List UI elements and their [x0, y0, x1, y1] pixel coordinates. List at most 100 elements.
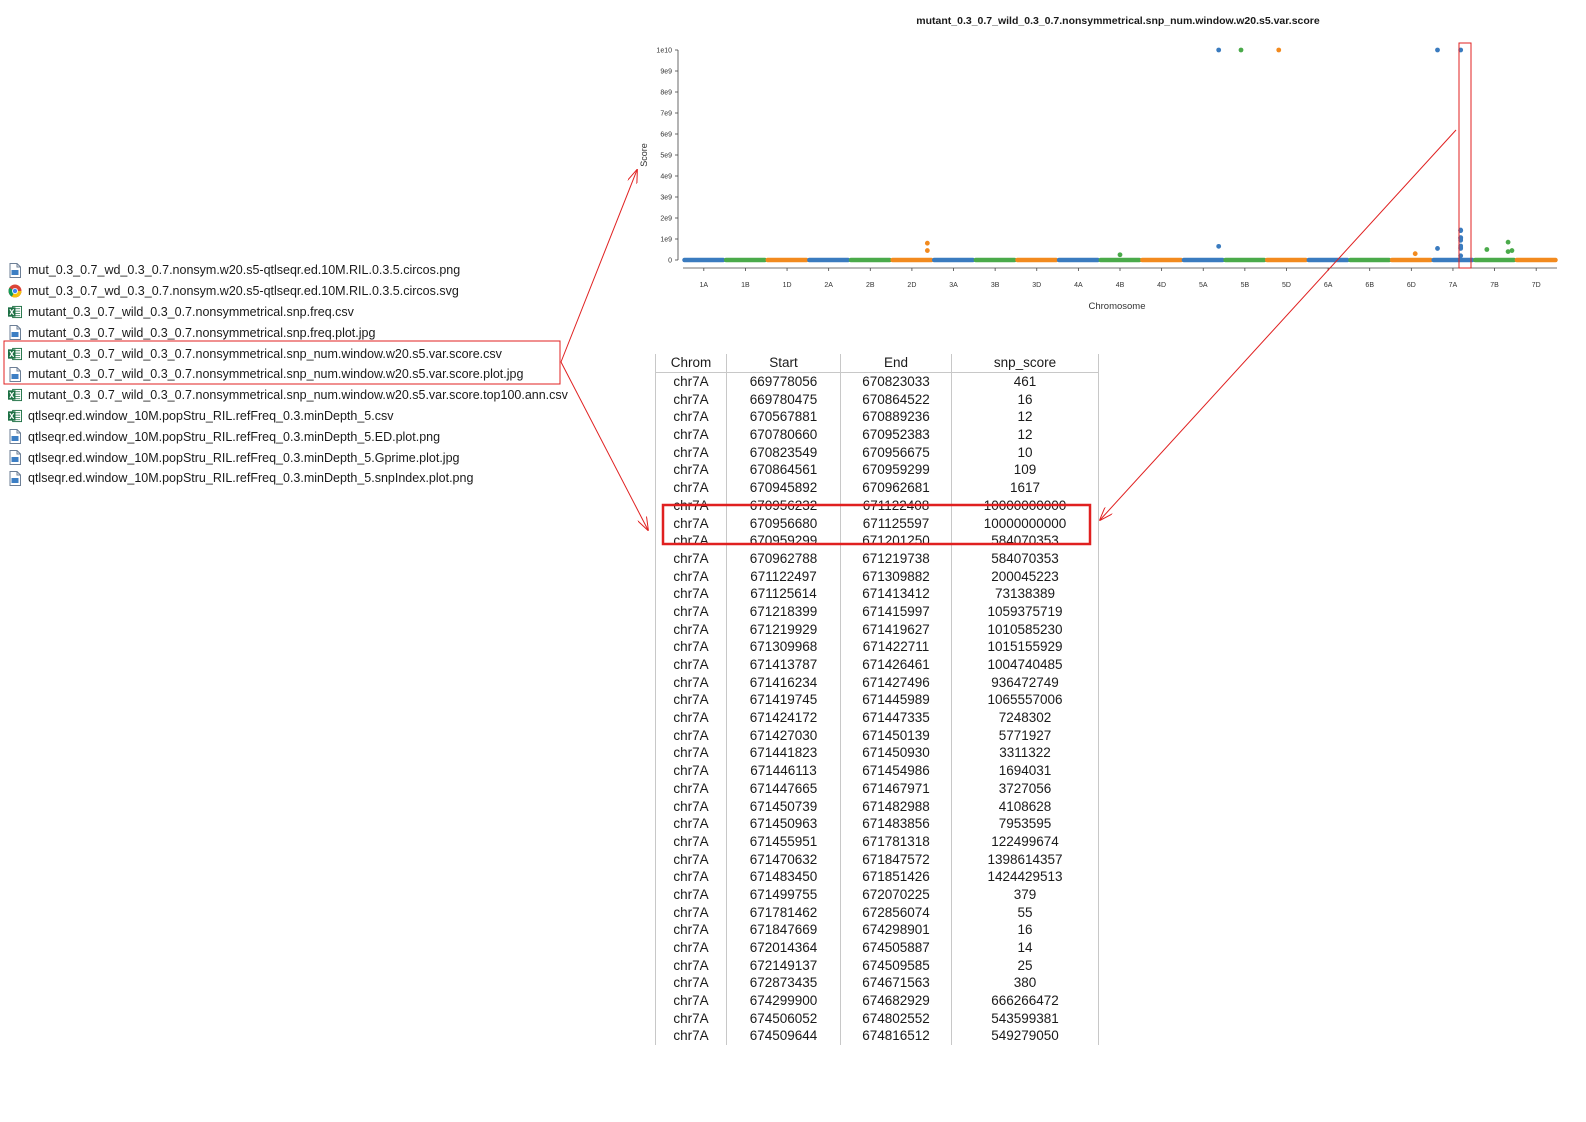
cell-chrom[interactable]: chr7A [655, 655, 727, 674]
cell-snp-score[interactable]: 584070353 [951, 531, 1099, 550]
table-row[interactable]: chr7A 670959299 671201250 584070353 [655, 531, 1099, 550]
table-row[interactable]: chr7A 671416234 671427496 936472749 [655, 673, 1099, 692]
file-item[interactable]: mutant_0.3_0.7_wild_0.3_0.7.nonsymmetric… [8, 322, 578, 343]
file-item[interactable]: mutant_0.3_0.7_wild_0.3_0.7.nonsymmetric… [8, 343, 578, 364]
cell-snp-score[interactable]: 543599381 [951, 1009, 1099, 1028]
cell-chrom[interactable]: chr7A [655, 1009, 727, 1028]
cell-snp-score[interactable]: 12 [951, 408, 1099, 426]
cell-end[interactable]: 671851426 [840, 867, 952, 886]
cell-chrom[interactable]: chr7A [655, 531, 727, 550]
cell-end[interactable]: 671483856 [840, 814, 952, 833]
cell-start[interactable]: 671483450 [726, 867, 841, 886]
cell-chrom[interactable]: chr7A [655, 850, 727, 868]
cell-start[interactable]: 672149137 [726, 956, 841, 975]
cell-start[interactable]: 670780660 [726, 425, 841, 444]
cell-end[interactable]: 671201250 [840, 531, 952, 550]
table-row[interactable]: chr7A 671424172 671447335 7248302 [655, 708, 1099, 727]
table-row[interactable]: chr7A 671499755 672070225 379 [655, 885, 1099, 904]
cell-end[interactable]: 674509585 [840, 956, 952, 975]
cell-end[interactable]: 671422711 [840, 638, 952, 656]
cell-snp-score[interactable]: 122499674 [951, 832, 1099, 851]
table-row[interactable]: chr7A 672014364 674505887 14 [655, 938, 1099, 957]
cell-snp-score[interactable]: 12 [951, 425, 1099, 444]
cell-end[interactable]: 670962681 [840, 478, 952, 497]
cell-chrom[interactable]: chr7A [655, 673, 727, 692]
cell-snp-score[interactable]: 200045223 [951, 567, 1099, 585]
cell-start[interactable]: 672873435 [726, 974, 841, 992]
cell-chrom[interactable]: chr7A [655, 549, 727, 568]
cell-snp-score[interactable]: 55 [951, 903, 1099, 921]
cell-end[interactable]: 671426461 [840, 655, 952, 674]
cell-start[interactable]: 671470632 [726, 850, 841, 868]
cell-end[interactable]: 670956675 [840, 443, 952, 462]
cell-chrom[interactable]: chr7A [655, 496, 727, 515]
file-item[interactable]: mutant_0.3_0.7_wild_0.3_0.7.nonsymmetric… [8, 364, 578, 385]
table-row[interactable]: chr7A 671446113 671454986 1694031 [655, 761, 1099, 780]
table-row[interactable]: chr7A 671218399 671415997 1059375719 [655, 602, 1099, 621]
cell-chrom[interactable]: chr7A [655, 478, 727, 497]
cell-start[interactable]: 669778056 [726, 372, 841, 391]
cell-chrom[interactable]: chr7A [655, 408, 727, 426]
cell-chrom[interactable]: chr7A [655, 991, 727, 1010]
file-item[interactable]: mut_0.3_0.7_wd_0.3_0.7.nonsym.w20.s5-qtl… [8, 260, 578, 281]
cell-end[interactable]: 670889236 [840, 408, 952, 426]
cell-chrom[interactable]: chr7A [655, 514, 727, 532]
cell-chrom[interactable]: chr7A [655, 443, 727, 462]
cell-end[interactable]: 671122408 [840, 496, 952, 515]
cell-snp-score[interactable]: 936472749 [951, 673, 1099, 692]
cell-start[interactable]: 671781462 [726, 903, 841, 921]
cell-start[interactable]: 671309968 [726, 638, 841, 656]
cell-chrom[interactable]: chr7A [655, 885, 727, 904]
cell-chrom[interactable]: chr7A [655, 461, 727, 479]
file-item[interactable]: mutant_0.3_0.7_wild_0.3_0.7.nonsymmetric… [8, 385, 578, 406]
cell-chrom[interactable]: chr7A [655, 814, 727, 833]
cell-end[interactable]: 674802552 [840, 1009, 952, 1028]
cell-start[interactable]: 670823549 [726, 443, 841, 462]
cell-end[interactable]: 671450139 [840, 726, 952, 745]
cell-end[interactable]: 671454986 [840, 761, 952, 780]
cell-end[interactable]: 671419627 [840, 620, 952, 638]
cell-snp-score[interactable]: 666266472 [951, 991, 1099, 1010]
cell-chrom[interactable]: chr7A [655, 602, 727, 621]
table-row[interactable]: chr7A 671125614 671413412 73138389 [655, 584, 1099, 603]
cell-end[interactable]: 670959299 [840, 461, 952, 479]
column-header-snp-score[interactable]: snp_score [951, 354, 1099, 373]
table-row[interactable]: chr7A 670567881 670889236 12 [655, 408, 1099, 426]
cell-chrom[interactable]: chr7A [655, 761, 727, 780]
cell-snp-score[interactable]: 10000000000 [951, 496, 1099, 515]
table-row[interactable]: chr7A 670945892 670962681 1617 [655, 478, 1099, 497]
cell-snp-score[interactable]: 549279050 [951, 1027, 1099, 1045]
cell-end[interactable]: 671482988 [840, 797, 952, 815]
cell-chrom[interactable]: chr7A [655, 832, 727, 851]
cell-snp-score[interactable]: 10 [951, 443, 1099, 462]
cell-start[interactable]: 671450739 [726, 797, 841, 815]
cell-snp-score[interactable]: 1059375719 [951, 602, 1099, 621]
table-row[interactable]: chr7A 671419745 671445989 1065557006 [655, 691, 1099, 709]
file-item[interactable]: qtlseqr.ed.window_10M.popStru_RIL.refFre… [8, 426, 578, 447]
cell-end[interactable]: 671219738 [840, 549, 952, 568]
cell-start[interactable]: 671218399 [726, 602, 841, 621]
cell-end[interactable]: 674682929 [840, 991, 952, 1010]
cell-snp-score[interactable]: 1398614357 [951, 850, 1099, 868]
table-row[interactable]: chr7A 670956232 671122408 10000000000 [655, 496, 1099, 515]
table-row[interactable]: chr7A 670864561 670959299 109 [655, 461, 1099, 479]
cell-chrom[interactable]: chr7A [655, 867, 727, 886]
cell-start[interactable]: 671427030 [726, 726, 841, 745]
cell-snp-score[interactable]: 1424429513 [951, 867, 1099, 886]
cell-start[interactable]: 671847669 [726, 921, 841, 939]
cell-snp-score[interactable]: 14 [951, 938, 1099, 957]
cell-snp-score[interactable]: 379 [951, 885, 1099, 904]
cell-end[interactable]: 670864522 [840, 390, 952, 409]
cell-end[interactable]: 672070225 [840, 885, 952, 904]
cell-snp-score[interactable]: 1617 [951, 478, 1099, 497]
cell-chrom[interactable]: chr7A [655, 708, 727, 727]
table-row[interactable]: chr7A 671483450 671851426 1424429513 [655, 867, 1099, 886]
cell-start[interactable]: 674506052 [726, 1009, 841, 1028]
table-row[interactable]: chr7A 671441823 671450930 3311322 [655, 744, 1099, 762]
table-row[interactable]: chr7A 672149137 674509585 25 [655, 956, 1099, 975]
cell-start[interactable]: 674509644 [726, 1027, 841, 1045]
cell-snp-score[interactable]: 73138389 [951, 584, 1099, 603]
cell-end[interactable]: 674816512 [840, 1027, 952, 1045]
table-row[interactable]: chr7A 674509644 674816512 549279050 [655, 1027, 1099, 1045]
table-row[interactable]: chr7A 672873435 674671563 380 [655, 974, 1099, 992]
